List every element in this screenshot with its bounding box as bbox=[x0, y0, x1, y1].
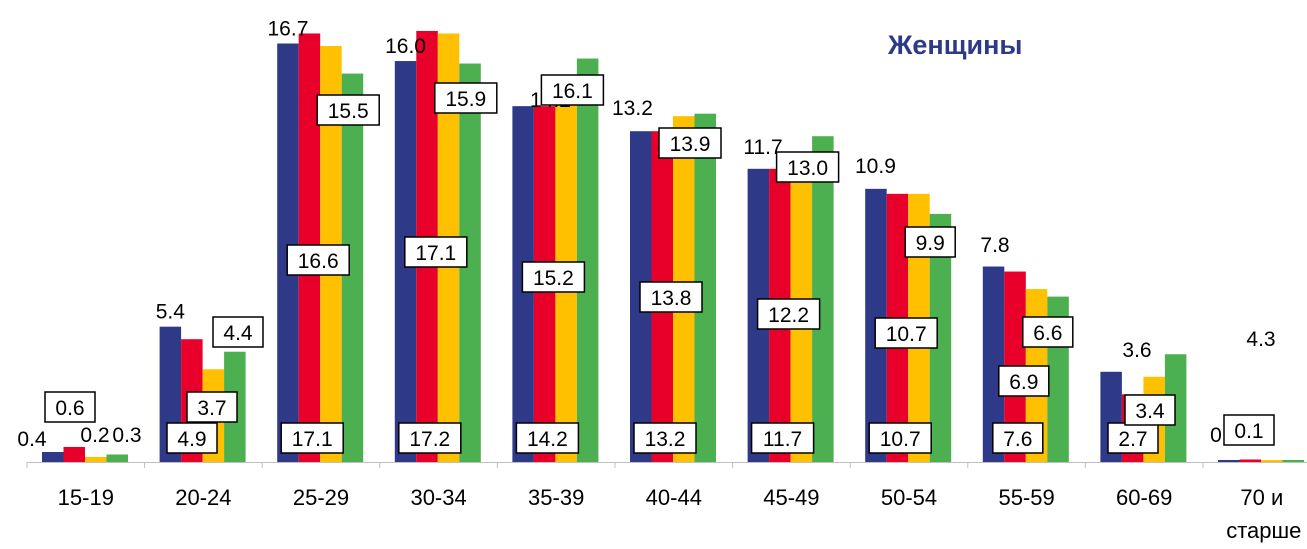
bar-s1-10 bbox=[1218, 460, 1240, 462]
data-label-s2-box bbox=[750, 422, 815, 454]
data-label-s3-box bbox=[874, 317, 938, 349]
x-tick-label: 45-49 bbox=[763, 485, 819, 510]
data-label-s1: 5.4 bbox=[156, 301, 186, 324]
bar-s3-10 bbox=[1261, 460, 1283, 462]
data-label-s3: 15.2 bbox=[533, 267, 574, 290]
data-label-s4: 13.9 bbox=[670, 133, 711, 156]
data-label-s3-box bbox=[521, 261, 586, 293]
bar-s3-0 bbox=[85, 456, 107, 462]
data-label-s2-box bbox=[992, 422, 1044, 454]
data-label-s2: 14.2 bbox=[527, 428, 568, 451]
data-label-s2: 10.7 bbox=[880, 428, 921, 451]
data-label-s4-box bbox=[775, 151, 840, 183]
data-label-s4: 6.6 bbox=[1033, 322, 1062, 345]
x-tick-label: 40-44 bbox=[646, 485, 702, 510]
bar-s4-5 bbox=[694, 113, 716, 462]
data-label-s3: 0.2 bbox=[80, 424, 109, 447]
x-tick-label: 15-19 bbox=[58, 485, 114, 510]
data-label-s4-box bbox=[904, 226, 956, 258]
data-label-s3-box bbox=[286, 244, 350, 276]
data-label-s4-box bbox=[1022, 316, 1074, 348]
data-label-s4-box bbox=[658, 127, 722, 159]
x-tick-label: 30-34 bbox=[410, 485, 466, 510]
data-label-s3: 3.4 bbox=[1135, 400, 1165, 423]
data-label-s3-box bbox=[186, 391, 238, 423]
data-label-s4: 4.3 bbox=[1246, 328, 1275, 351]
data-label-s2: 4.9 bbox=[177, 428, 206, 451]
data-label-s4-box bbox=[540, 74, 605, 106]
data-label-s2-box bbox=[44, 391, 96, 423]
bar-s4-7 bbox=[929, 213, 952, 462]
chart-title: Женщины bbox=[888, 30, 1023, 60]
bar-s1-0 bbox=[42, 451, 64, 462]
data-label-s1: 7.8 bbox=[980, 234, 1009, 257]
data-label-s3: 12.2 bbox=[768, 304, 809, 327]
data-label-s2: 0.6 bbox=[55, 397, 84, 420]
data-label-s2: 17.2 bbox=[409, 428, 450, 451]
data-label-s1: 13.2 bbox=[612, 97, 653, 120]
data-label-s4-box bbox=[434, 82, 498, 114]
data-label-s4: 4.4 bbox=[223, 322, 253, 345]
data-label-s3: 17.1 bbox=[415, 242, 456, 265]
x-tick-label: 25-29 bbox=[293, 485, 349, 510]
data-label-s4-box bbox=[316, 94, 380, 126]
x-tick-label: 60-69 bbox=[1116, 485, 1172, 510]
data-label-s3: 10.7 bbox=[886, 323, 927, 346]
data-label-s2: 2.7 bbox=[1118, 428, 1147, 451]
data-label-s2: 0.1 bbox=[1234, 420, 1263, 443]
data-label-s3: 6.9 bbox=[1009, 371, 1038, 394]
bar-s4-0 bbox=[106, 454, 128, 462]
data-label-s4: 16.1 bbox=[552, 80, 593, 103]
data-label-s4: 13.0 bbox=[787, 157, 828, 180]
data-label-s2-box bbox=[633, 422, 697, 454]
x-tick-label: 70 и bbox=[1240, 485, 1283, 510]
x-tick-label: 20-24 bbox=[175, 485, 231, 510]
data-label-s2-box bbox=[515, 422, 580, 454]
data-label-s4: 9.9 bbox=[916, 232, 945, 255]
data-label-s3-box bbox=[639, 281, 703, 313]
data-label-s2-box bbox=[868, 422, 932, 454]
x-tick-label: 50-54 bbox=[881, 485, 937, 510]
bar-s2-10 bbox=[1239, 459, 1261, 462]
data-label-s1: 0.4 bbox=[17, 428, 47, 451]
data-label-s1: 16.7 bbox=[268, 17, 309, 40]
bar-s4-2 bbox=[341, 73, 364, 462]
bar-s2-0 bbox=[63, 446, 85, 462]
data-label-s3-box bbox=[756, 298, 821, 330]
bar-s4-4 bbox=[576, 58, 599, 463]
x-tick-label: старше bbox=[1226, 518, 1301, 543]
data-label-s3-box bbox=[1124, 394, 1176, 426]
bar-s4-6 bbox=[812, 136, 834, 462]
data-label-s1: 16.0 bbox=[385, 35, 426, 58]
data-label-s2: 17.1 bbox=[292, 428, 333, 451]
data-label-s2-box bbox=[1223, 414, 1275, 446]
data-label-s2-box bbox=[398, 422, 462, 454]
data-label-s3-box bbox=[404, 236, 468, 268]
data-label-s2-box bbox=[166, 422, 218, 454]
data-label-s3: 16.6 bbox=[298, 250, 339, 273]
data-label-s2: 7.6 bbox=[1003, 428, 1032, 451]
data-label-s1: 0 bbox=[1210, 424, 1222, 447]
data-label-s3-box bbox=[998, 365, 1050, 397]
x-tick-label: 35-39 bbox=[528, 485, 584, 510]
data-label-s3: 13.8 bbox=[651, 287, 692, 310]
bar-s1-8 bbox=[982, 266, 1005, 462]
data-label-s1: 3.6 bbox=[1122, 339, 1151, 362]
data-label-s4-box bbox=[212, 316, 264, 348]
bar-s4-3 bbox=[459, 63, 481, 463]
data-label-s4: 15.5 bbox=[328, 100, 369, 123]
data-label-s4: 0.3 bbox=[112, 424, 141, 447]
data-label-s2: 13.2 bbox=[645, 428, 686, 451]
data-label-s4: 15.9 bbox=[445, 88, 486, 111]
data-label-s1: 11.7 bbox=[743, 136, 782, 159]
bar-s4-10 bbox=[1282, 460, 1304, 462]
data-label-s2: 11.7 bbox=[763, 428, 802, 451]
data-label-s2-box bbox=[280, 422, 344, 454]
data-label-s3: 3.7 bbox=[197, 397, 226, 420]
data-label-s1: 10.9 bbox=[855, 155, 896, 178]
x-tick-label: 55-59 bbox=[998, 485, 1054, 510]
